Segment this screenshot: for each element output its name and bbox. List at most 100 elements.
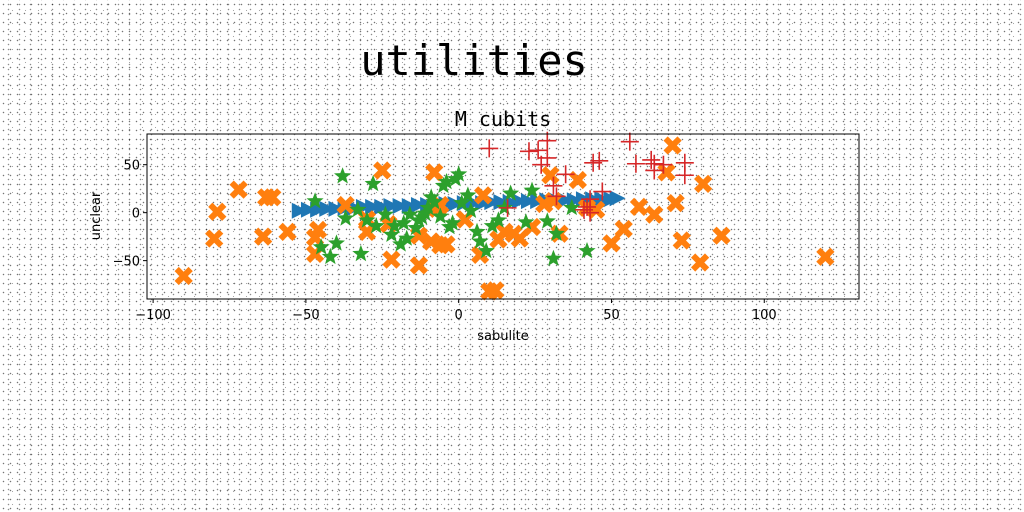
series-4-point (556, 165, 575, 184)
series-3-point (547, 224, 565, 241)
series-1-point (392, 197, 409, 214)
series-4-point (654, 155, 673, 174)
series-4-point (538, 148, 557, 167)
series-2-point (373, 161, 392, 180)
series-4-point (626, 154, 645, 173)
plot-marks (174, 131, 835, 301)
series-1-point (520, 193, 537, 210)
series-1-point (383, 197, 400, 214)
series-2-point (474, 186, 493, 205)
series-3-point (471, 232, 489, 249)
plot-frame (146, 133, 860, 300)
series-2-point (486, 281, 505, 300)
series-3-point (407, 219, 425, 236)
x-tick-label: 100 (752, 308, 777, 323)
series-1-point (328, 200, 345, 217)
series-1-point (609, 190, 626, 207)
series-2-point (694, 174, 713, 194)
series-4-point (642, 150, 661, 169)
series-3-point (395, 214, 413, 231)
series-3-point (578, 242, 596, 259)
series-3-point (401, 205, 419, 222)
series-3-point (517, 213, 535, 230)
series-4-point (519, 142, 538, 161)
x-axis: −100 −50 0 50 100 (135, 299, 777, 323)
series-3-point (337, 209, 355, 226)
series-3-point (502, 184, 520, 201)
series-3-point (453, 194, 471, 211)
series-3-point (382, 225, 400, 242)
series-3-point (523, 181, 541, 198)
series-2-point (208, 202, 227, 221)
y-tick-label: 50 (123, 159, 140, 174)
series-2-point (510, 229, 529, 248)
series-2-point (309, 220, 328, 240)
series-4-point (581, 190, 600, 209)
series-3-point (349, 200, 367, 218)
x-axis-label: sabulite (477, 329, 529, 344)
series-3-point (367, 217, 385, 234)
series-2-point (816, 247, 835, 266)
series-1-point (447, 196, 464, 213)
series-2-point (690, 253, 710, 272)
series-4-point (529, 141, 548, 160)
series-3-point (544, 249, 562, 266)
series-2-point (541, 166, 560, 185)
page-title: utilities (360, 36, 588, 85)
series-2-point (629, 197, 649, 217)
series-1-point (300, 201, 317, 218)
series-2-point (253, 227, 273, 246)
series-2-point (263, 188, 282, 207)
series-3-point (483, 217, 501, 234)
series-3-point (364, 174, 382, 192)
x-tick-label: −50 (292, 308, 319, 323)
series-3-point (312, 238, 330, 255)
series-2-point (382, 250, 401, 269)
series-4-point (645, 161, 664, 180)
series-3-point (431, 207, 449, 224)
series-4-point (590, 151, 609, 170)
series-2-point (425, 163, 444, 182)
series-3-point (398, 229, 416, 246)
series-3-point (496, 198, 514, 216)
series-2-point (666, 193, 685, 213)
y-tick-label: 0 (132, 207, 140, 222)
series-3-point (419, 198, 437, 216)
series-3-point (321, 247, 339, 265)
series-4-point (675, 166, 694, 185)
series-2-point (614, 219, 633, 239)
series-3-point (358, 211, 376, 228)
x-tick-label: −100 (135, 308, 171, 323)
series-4-point (593, 182, 612, 201)
series-2-point (587, 200, 606, 219)
series-1-point (374, 198, 391, 215)
series-1-point (511, 193, 528, 210)
series-2-point (602, 234, 621, 253)
series-3-point (538, 212, 556, 229)
x-tick-label: 50 (603, 308, 620, 323)
series-1-point (365, 198, 382, 215)
series-1-point (310, 201, 327, 218)
series-2-point (229, 180, 248, 199)
series-2-point (278, 222, 297, 241)
series-2-point (645, 205, 664, 224)
series-3-point (462, 201, 480, 218)
series-4-point (547, 187, 566, 206)
series-3-point (392, 235, 410, 252)
series-2-point (672, 231, 691, 250)
series-3-point (386, 217, 404, 234)
chart-title: M cubits (455, 107, 551, 131)
series-3-point (489, 211, 507, 228)
series-3-point (422, 188, 440, 205)
series-1-point (291, 202, 308, 219)
series-3-point (444, 214, 462, 231)
y-tick-label: −50 (113, 255, 140, 270)
series-2-point (437, 235, 456, 254)
series-3-point (477, 242, 495, 259)
series-1-point (410, 196, 427, 213)
series-3-point (334, 167, 352, 184)
series-2-point (409, 256, 429, 275)
series-3-point (563, 198, 581, 216)
series-2-point (205, 229, 224, 248)
